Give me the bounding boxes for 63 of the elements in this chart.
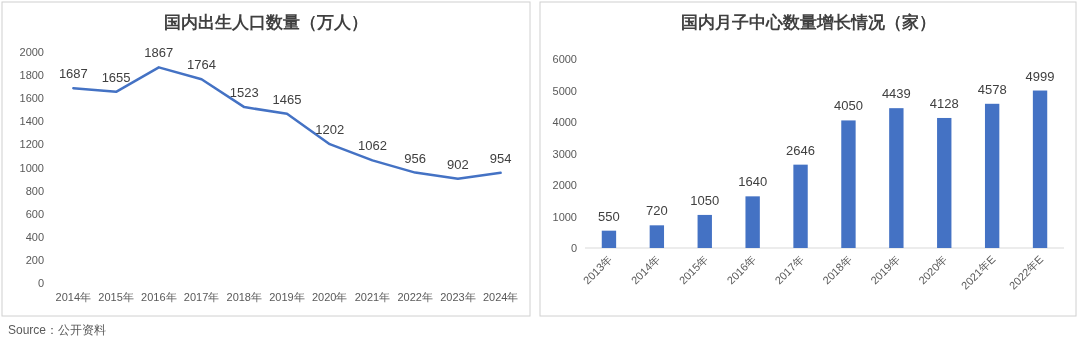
x-tick-label: 2024年 (482, 291, 519, 303)
data-label: 550 (598, 208, 620, 224)
y-tick-label: 1200 (19, 138, 44, 151)
x-tick-label: 2017年 (183, 291, 220, 303)
data-label: 720 (646, 203, 668, 219)
y-tick-label: 1000 (19, 161, 44, 174)
data-label: 902 (447, 156, 469, 172)
y-tick-label: 5000 (552, 84, 577, 97)
data-label: 4999 (1025, 68, 1055, 84)
bar (937, 117, 952, 248)
bar (697, 214, 712, 248)
x-tick-label: 2022年 (397, 291, 433, 303)
data-label: 4439 (881, 86, 911, 102)
x-tick-label: 2016年 (141, 291, 177, 303)
y-tick-label: 1800 (19, 69, 44, 82)
x-tick-label: 2021年 (354, 291, 391, 303)
y-tick-label: 0 (37, 277, 44, 289)
data-label: 1655 (101, 69, 131, 85)
data-label: 4050 (833, 98, 863, 114)
data-label: 1687 (58, 66, 88, 82)
data-label: 954 (489, 150, 512, 166)
bar (793, 164, 808, 248)
data-label: 1062 (357, 138, 387, 154)
y-tick-label: 4000 (552, 116, 577, 128)
bar (601, 230, 617, 248)
y-tick-label: 1400 (19, 115, 44, 128)
y-tick-label: 200 (25, 253, 44, 266)
data-label: 956 (404, 150, 427, 166)
bar (889, 108, 904, 248)
bar (745, 196, 760, 248)
data-label: 4578 (977, 81, 1007, 97)
y-tick-label: 400 (25, 230, 44, 243)
data-label: 1640 (738, 174, 768, 190)
bar (984, 103, 1000, 248)
data-label: 1202 (315, 122, 345, 138)
y-tick-label: 1000 (552, 210, 577, 223)
y-tick-label: 6000 (552, 53, 577, 65)
data-label: 4128 (929, 95, 959, 111)
x-tick-label: 2020年 (311, 291, 348, 303)
y-tick-label: 3000 (552, 147, 577, 160)
data-label: 1523 (229, 85, 259, 101)
data-label: 1050 (690, 192, 720, 208)
data-label: 1465 (272, 91, 302, 107)
x-tick-label: 2023年 (440, 291, 476, 303)
y-tick-label: 2000 (19, 46, 44, 58)
y-tick-label: 0 (570, 242, 577, 254)
data-label: 1867 (144, 45, 174, 61)
x-tick-label: 2015年 (98, 291, 134, 303)
bar (1032, 90, 1048, 248)
y-tick-label: 800 (25, 184, 44, 197)
data-label: 2646 (786, 142, 816, 158)
y-tick-label: 2000 (552, 179, 577, 191)
bar (649, 225, 665, 248)
y-tick-label: 600 (25, 207, 44, 220)
chart-title: 国内月子中心数量增长情况（家） (680, 13, 936, 32)
bar (841, 120, 856, 248)
x-tick-label: 2014年 (55, 291, 92, 303)
chart-title: 国内出生人口数量（万人） (164, 13, 368, 32)
data-label: 1764 (187, 57, 217, 73)
x-tick-label: 2019年 (269, 291, 305, 303)
y-tick-label: 1600 (19, 92, 44, 105)
source-note: Source：公开资料 (8, 323, 107, 337)
x-tick-label: 2018年 (226, 291, 263, 303)
